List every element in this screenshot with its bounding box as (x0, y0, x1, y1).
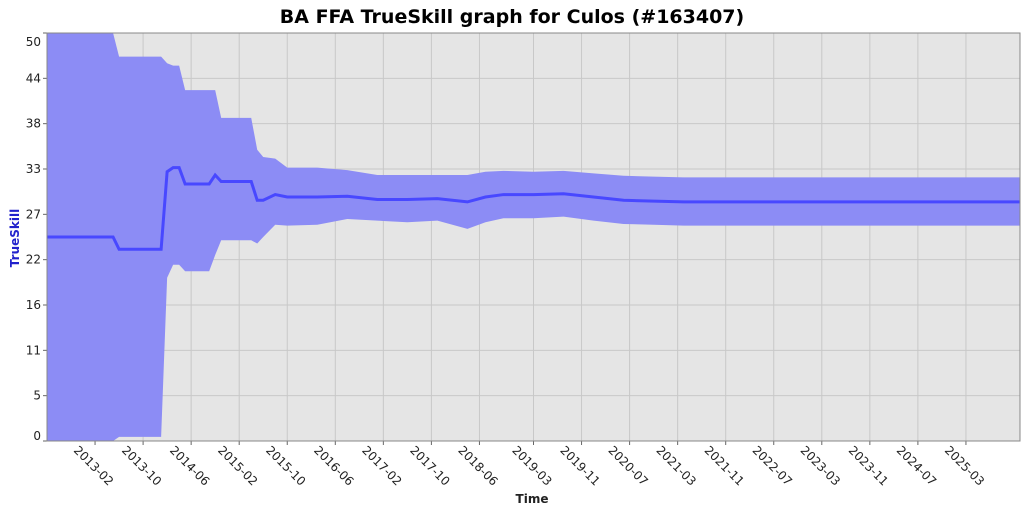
x-tick-label: 2022-07 (750, 443, 795, 488)
y-tick-label: 11 (26, 343, 41, 357)
x-tick-label: 2015-02 (215, 443, 260, 488)
y-tick-label: 50 (26, 35, 41, 49)
y-tick-label: 22 (26, 253, 41, 267)
x-tick-label: 2021-11 (702, 443, 747, 488)
y-axis-title: TrueSkill (8, 209, 22, 267)
x-tick-label: 2017-10 (407, 443, 452, 488)
x-axis-title: Time (516, 492, 549, 506)
y-tick-label: 38 (26, 117, 41, 131)
trueskill-line (47, 166, 1020, 251)
x-tick-label: 2025-03 (942, 443, 987, 488)
x-tick-label: 2017-02 (359, 443, 404, 488)
y-tick-label: 0 (33, 429, 41, 443)
x-tick-label: 2024-07 (894, 443, 939, 488)
uncertainty-band (47, 33, 1020, 441)
x-tick-label: 2023-11 (846, 443, 891, 488)
x-tick-label: 2020-07 (605, 443, 650, 488)
plot-border (46, 32, 1021, 442)
x-tick-label: 2015-10 (263, 443, 308, 488)
x-tick-label: 2019-03 (509, 443, 554, 488)
y-tick-label: 44 (26, 71, 41, 85)
x-tick-label: 2013-10 (119, 443, 164, 488)
y-tick-label: 16 (26, 298, 41, 312)
y-tick-label: 33 (26, 162, 41, 176)
y-tick-label: 27 (26, 207, 41, 221)
x-tick-label: 2023-03 (798, 443, 843, 488)
x-tick-label: 2013-02 (71, 443, 116, 488)
x-tick-label: 2016-06 (311, 443, 356, 488)
x-tick-label: 2019-11 (557, 443, 602, 488)
chart-title: BA FFA TrueSkill graph for Culos (#16340… (280, 6, 744, 28)
x-tick-label: 2021-03 (654, 443, 699, 488)
y-tick-label: 5 (33, 389, 41, 403)
x-tick-label: 2018-06 (455, 443, 500, 488)
x-tick-label: 2014-06 (167, 443, 212, 488)
